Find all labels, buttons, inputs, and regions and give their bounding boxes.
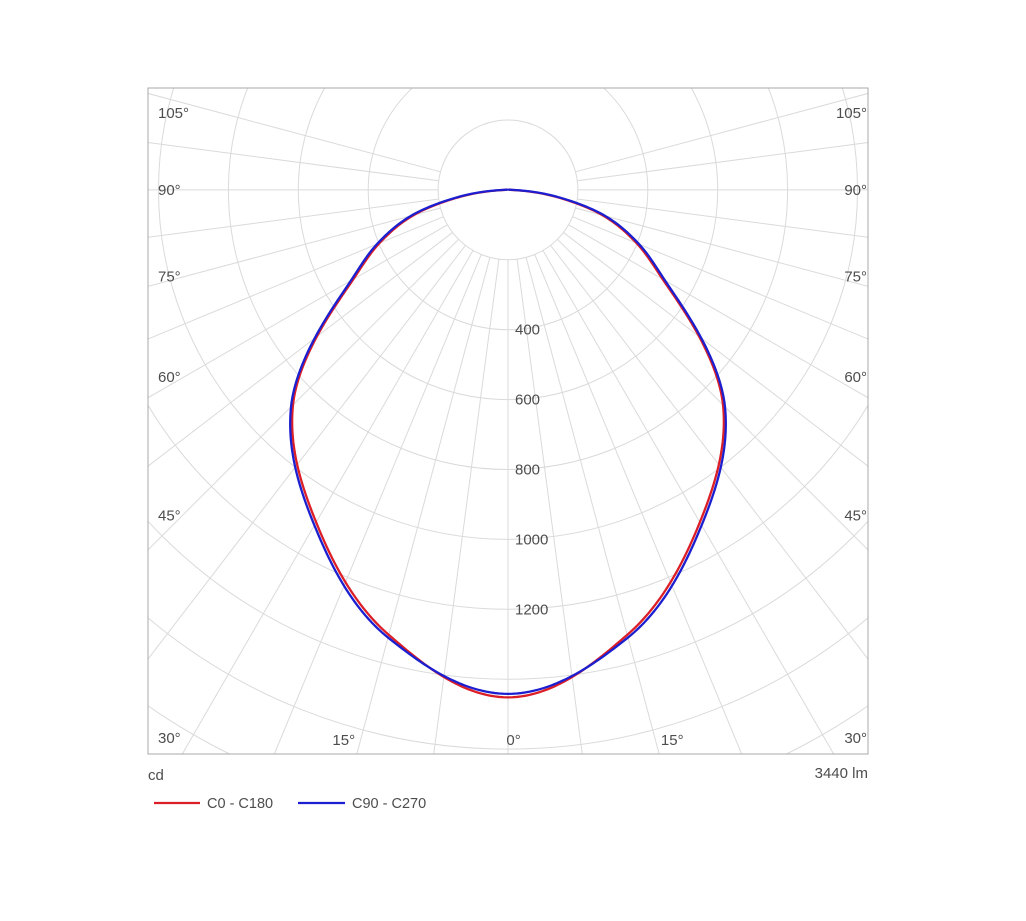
svg-text:105°: 105° (158, 105, 189, 122)
svg-text:600: 600 (515, 392, 540, 409)
svg-text:90°: 90° (844, 182, 867, 199)
svg-text:cd: cd (148, 767, 164, 784)
svg-text:C90 - C270: C90 - C270 (352, 796, 426, 812)
svg-text:400: 400 (515, 322, 540, 339)
svg-text:1000: 1000 (515, 531, 548, 548)
svg-text:45°: 45° (844, 507, 867, 524)
svg-text:45°: 45° (158, 507, 181, 524)
svg-text:30°: 30° (158, 730, 181, 747)
svg-text:3440 lm: 3440 lm (815, 765, 868, 782)
svg-text:C0 - C180: C0 - C180 (207, 796, 273, 812)
svg-text:15°: 15° (661, 732, 684, 749)
svg-text:800: 800 (515, 462, 540, 479)
svg-text:75°: 75° (158, 268, 181, 285)
svg-text:60°: 60° (844, 369, 867, 386)
svg-text:75°: 75° (844, 268, 867, 285)
svg-text:0°: 0° (506, 732, 520, 749)
svg-text:105°: 105° (836, 105, 867, 122)
svg-text:15°: 15° (332, 732, 355, 749)
svg-text:60°: 60° (158, 369, 181, 386)
svg-text:30°: 30° (844, 730, 867, 747)
svg-text:90°: 90° (158, 182, 181, 199)
svg-text:1200: 1200 (515, 601, 548, 618)
